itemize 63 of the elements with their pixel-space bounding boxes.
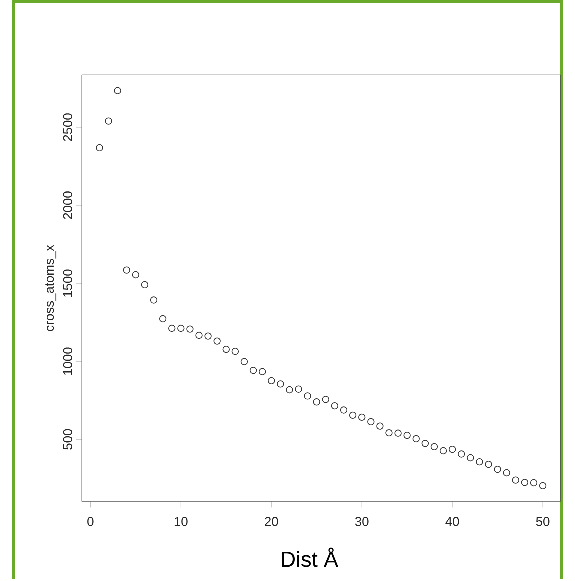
y-tick-label: 2500: [64, 114, 73, 142]
point: [322, 396, 330, 404]
point: [350, 412, 357, 420]
x-tick-label: 40: [446, 517, 460, 526]
x-tick-label: 0: [88, 517, 94, 526]
point: [178, 324, 185, 332]
point: [295, 386, 303, 393]
x-axis-title: Dist Å: [282, 548, 339, 568]
point: [449, 446, 456, 454]
point: [458, 450, 466, 458]
point: [214, 338, 222, 345]
point: [522, 479, 529, 486]
point: [368, 418, 375, 426]
point: [358, 414, 366, 422]
y-axis-title: cross_atoms_x: [46, 245, 57, 332]
point: [186, 326, 194, 333]
point: [168, 324, 176, 332]
point: [512, 476, 520, 484]
point: [114, 87, 122, 94]
y-tick-label: 2000: [64, 192, 73, 220]
point: [340, 406, 348, 414]
point: [394, 430, 402, 437]
point: [540, 482, 547, 490]
point: [142, 281, 149, 289]
point: [494, 466, 502, 474]
point: [386, 429, 394, 437]
y-tick-label: 1500: [64, 270, 73, 297]
y-tick-label: 1000: [64, 348, 73, 375]
y-tick-label: 500: [64, 429, 73, 450]
point: [105, 118, 113, 125]
point: [223, 346, 230, 354]
point: [304, 392, 312, 400]
point: [467, 454, 474, 462]
point: [196, 332, 204, 340]
point: [286, 386, 294, 394]
point: [431, 443, 438, 451]
point: [413, 435, 420, 443]
x-tick-label: 50: [536, 517, 550, 526]
point: [160, 315, 167, 323]
x-tick-label: 30: [356, 517, 370, 526]
point: [476, 458, 484, 466]
point: [503, 469, 511, 477]
point: [232, 348, 240, 356]
x-tick-label: 10: [175, 517, 188, 526]
point: [314, 398, 321, 406]
point: [277, 380, 284, 388]
point: [96, 144, 104, 152]
point: [259, 368, 266, 376]
point: [485, 460, 493, 468]
point: [124, 266, 131, 274]
point: [241, 358, 248, 366]
point: [404, 432, 412, 440]
point: [268, 377, 276, 385]
point: [250, 367, 258, 374]
point: [530, 479, 538, 487]
point: [204, 332, 212, 340]
point: [332, 402, 339, 410]
point: [376, 422, 384, 430]
point: [440, 447, 448, 455]
x-tick-label: 20: [265, 517, 279, 526]
point: [422, 440, 430, 448]
point: [132, 271, 140, 279]
point: [150, 296, 158, 304]
